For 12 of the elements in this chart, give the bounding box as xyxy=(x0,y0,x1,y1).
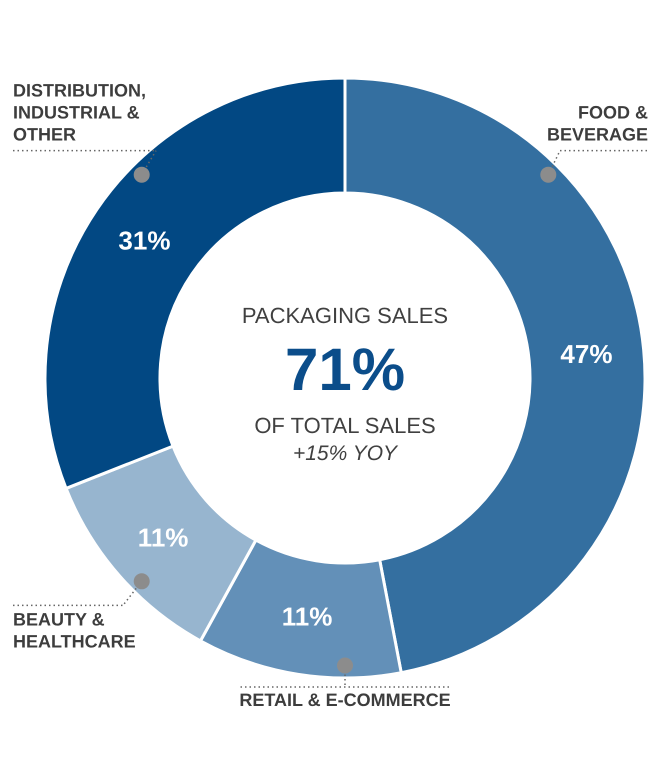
data-label: 11% xyxy=(138,522,188,552)
slice-label: FOOD & BEVERAGE xyxy=(546,102,648,145)
slice-label: RETAIL & E-COMMERCE xyxy=(239,690,451,710)
text: +15% YOY xyxy=(292,442,400,465)
text: 71% xyxy=(284,336,406,403)
slice-label: BEAUTY & HEALTHCARE xyxy=(13,609,136,652)
text: OF TOTAL SALES xyxy=(254,413,436,438)
slice-label: DISTRIBUTION, INDUSTRIAL & OTHER xyxy=(13,80,146,145)
data-label: 31% xyxy=(118,226,170,256)
data-label: 11% xyxy=(282,602,332,632)
data-label: 47% xyxy=(560,339,612,370)
text: PACKAGING SALES xyxy=(242,303,448,328)
